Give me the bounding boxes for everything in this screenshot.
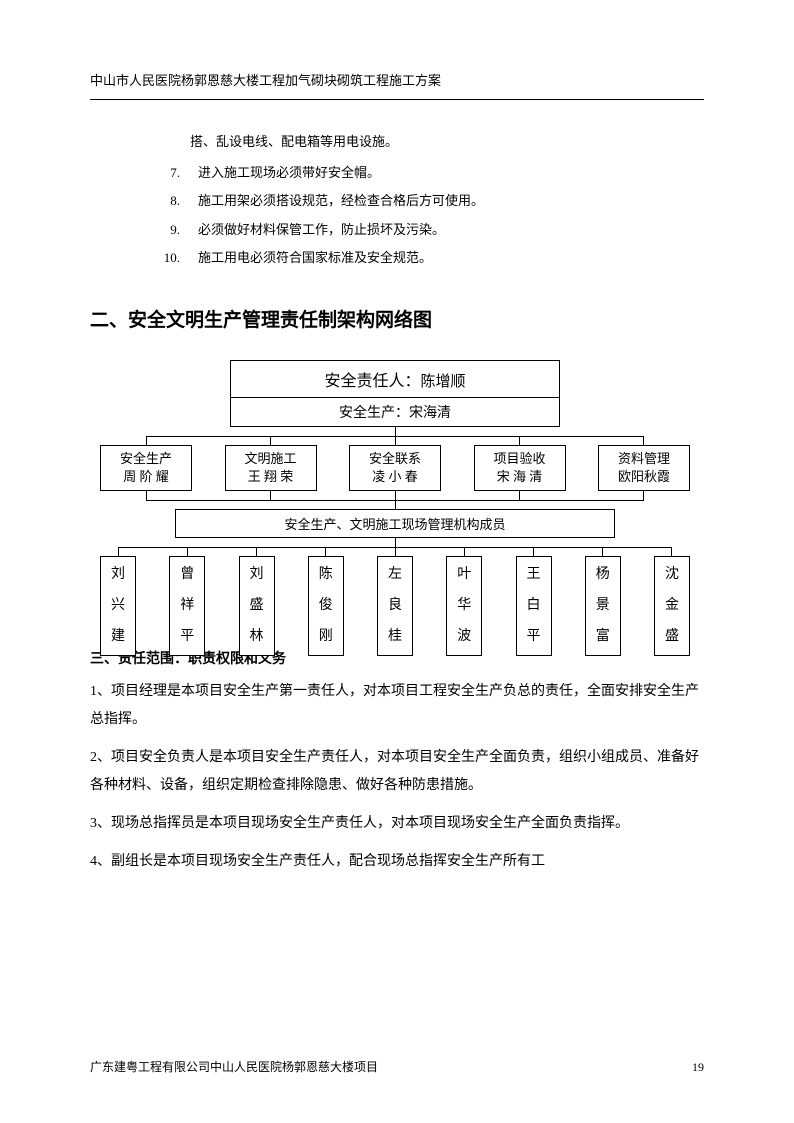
org-mid-l2: 欧阳秋霞 [599,468,689,486]
connector-line [643,436,644,445]
list-text: 进入施工现场必须带好安全帽。 [198,159,380,188]
org-top-box: 安全责任人：陈增顺 安全生产：宋海清 [230,360,560,427]
connector-line [519,491,520,500]
org-mid-l2: 王 翔 荣 [226,468,316,486]
org-top-row1: 安全责任人：陈增顺 [231,361,559,398]
org-top-label: 安全责任人： [324,373,420,390]
org-bottom-box: 左良桂 [377,556,413,656]
org-banner-box: 安全生产、文明施工现场管理机构成员 [175,509,615,538]
connector-line [395,538,396,547]
paragraph: 4、副组长是本项目现场安全生产责任人，配合现场总指挥安全生产所有工 [90,848,704,876]
connector-line [464,547,465,556]
section-2-title: 二、安全文明生产管理责任制架构网络图 [90,305,704,332]
list-item: 7. 进入施工现场必须带好安全帽。 [90,159,704,188]
list-text: 施工用架必须搭设规范，经检查合格后方可使用。 [198,187,484,216]
connector-line [146,500,644,501]
org-bottom-box: 王白平 [516,556,552,656]
connector-line [533,547,534,556]
connector-line [519,436,520,445]
org-mid-l2: 周 阶 耀 [101,468,191,486]
connector-line [325,547,326,556]
org-bottom-box: 叶华波 [446,556,482,656]
header-divider [90,99,704,100]
paragraph: 2、项目安全负责人是本项目安全生产责任人，对本项目安全生产全面负责，组织小组成员… [90,744,704,800]
org-top-row2: 安全生产：宋海清 [231,398,559,426]
connector-line [395,547,396,556]
connector-line [602,547,603,556]
list-number: 10. [150,244,180,273]
org-mid-row: 安全生产周 阶 耀 文明施工王 翔 荣 安全联系凌 小 春 项目验收宋 海 清 … [100,445,690,491]
numbered-list: 搭、乱设电线、配电箱等用电设施。 7. 进入施工现场必须带好安全帽。 8. 施工… [90,128,704,273]
page-header: 中山市人民医院杨郭恩慈大楼工程加气砌块砌筑工程施工方案 [90,70,704,89]
org-chart: 安全责任人：陈增顺 安全生产：宋海清 安全生产周 阶 耀 文明施工王 翔 荣 安… [100,360,690,656]
org-bottom-box: 沈金盛 [654,556,690,656]
paragraph: 3、现场总指挥员是本项目现场安全生产责任人，对本项目现场安全生产全面负责指挥。 [90,810,704,838]
paragraph: 1、项目经理是本项目安全生产第一责任人，对本项目工程安全生产负总的责任，全面安排… [90,678,704,734]
page-number: 19 [692,1060,704,1075]
org-bottom-row: 刘兴建曾祥平刘盛林陈俊刚左良桂叶华波王白平杨景富沈金盛 [100,556,690,656]
org-bottom-box: 杨景富 [585,556,621,656]
org-bottom-box: 陈俊刚 [308,556,344,656]
connector-line [146,436,147,445]
connector-line [395,427,396,436]
org-mid-box: 文明施工王 翔 荣 [225,445,317,491]
org-mid-box: 安全联系凌 小 春 [349,445,441,491]
connector-line [395,436,396,445]
list-item: 9. 必须做好材料保管工作，防止损坏及污染。 [90,216,704,245]
org-mid-l1: 安全生产 [101,450,191,468]
org-mid-l1: 文明施工 [226,450,316,468]
org-mid-l1: 项目验收 [475,450,565,468]
connector-line [146,491,147,500]
list-item: 10. 施工用电必须符合国家标准及安全规范。 [90,244,704,273]
connector-line [118,547,119,556]
org-mid-l2: 凌 小 春 [350,468,440,486]
org-mid-box: 资料管理欧阳秋霞 [598,445,690,491]
list-number: 8. [150,187,180,216]
list-number: 7. [150,159,180,188]
list-item: 8. 施工用架必须搭设规范，经检查合格后方可使用。 [90,187,704,216]
footer-text: 广东建粤工程有限公司中山人民医院杨郭恩慈大楼项目 [90,1060,378,1074]
connector-line [671,547,672,556]
connector-line [643,491,644,500]
org-mid-l1: 资料管理 [599,450,689,468]
org-bottom-box: 曾祥平 [169,556,205,656]
org-bottom-box: 刘兴建 [100,556,136,656]
org-bottom-box: 刘盛林 [239,556,275,656]
org-mid-l1: 安全联系 [350,450,440,468]
org-mid-l2: 宋 海 清 [475,468,565,486]
list-text: 施工用电必须符合国家标准及安全规范。 [198,244,432,273]
org-top-name: 陈增顺 [421,374,466,390]
connector-line [270,491,271,500]
org-mid-box: 安全生产周 阶 耀 [100,445,192,491]
connector-line [187,547,188,556]
list-text: 必须做好材料保管工作，防止损坏及污染。 [198,216,445,245]
list-number: 9. [150,216,180,245]
connector-line [270,436,271,445]
list-continuation: 搭、乱设电线、配电箱等用电设施。 [190,128,704,157]
page-footer: 广东建粤工程有限公司中山人民医院杨郭恩慈大楼项目 19 [90,1058,704,1075]
connector-line [256,547,257,556]
org-mid-box: 项目验收宋 海 清 [474,445,566,491]
